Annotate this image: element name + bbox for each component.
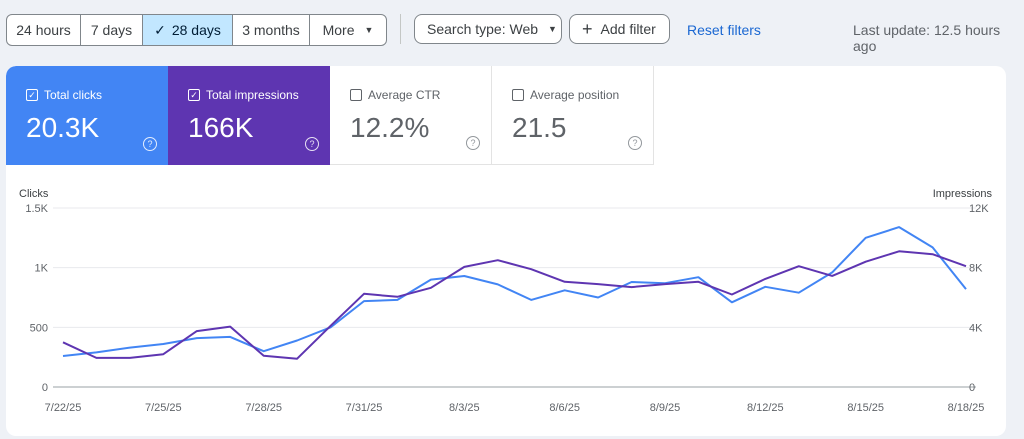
- add-filter-button[interactable]: + Add filter: [569, 14, 670, 44]
- clicks-series-line: [62, 226, 967, 357]
- metric-total-clicks[interactable]: ✓ Total clicks 20.3K ?: [6, 66, 168, 165]
- help-icon[interactable]: ?: [143, 137, 157, 151]
- x-axis-tick-label: 8/18/25: [948, 402, 985, 414]
- right-axis-tick-label: 4K: [969, 322, 983, 334]
- x-axis-tick-label: 7/31/25: [346, 402, 383, 414]
- right-axis-tick-label: 8K: [969, 263, 983, 275]
- reset-filters-link[interactable]: Reset filters: [687, 22, 761, 38]
- range-28-days-button[interactable]: ✓ 28 days: [143, 15, 233, 45]
- impressions-series-line: [62, 250, 967, 360]
- plus-icon: +: [582, 19, 593, 39]
- x-axis-tick-label: 8/12/25: [747, 402, 784, 414]
- metric-average-position[interactable]: Average position 21.5 ?: [492, 66, 654, 165]
- caret-down-icon: ▼: [548, 24, 557, 34]
- performance-card: ✓ Total clicks 20.3K ? ✓ Total impressions…: [6, 66, 1006, 436]
- caret-down-icon: ▼: [364, 25, 374, 35]
- metric-value: 166K: [188, 112, 254, 143]
- metric-total-impressions[interactable]: ✓ Total impressions 166K ?: [168, 66, 330, 165]
- range-7-days-button[interactable]: 7 days: [81, 15, 143, 45]
- left-axis-title: Clicks: [19, 188, 49, 200]
- check-icon: ✓: [154, 21, 166, 38]
- last-update-text: Last update: 12.5 hours ago: [853, 22, 1001, 54]
- help-icon[interactable]: ?: [305, 137, 319, 151]
- x-axis-tick-label: 7/28/25: [245, 402, 282, 414]
- right-axis-title: Impressions: [933, 188, 993, 200]
- metric-value: 12.2%: [350, 112, 430, 143]
- x-axis-tick-label: 7/22/25: [45, 402, 82, 414]
- metric-label: Average CTR: [368, 88, 441, 102]
- range-3-months-button[interactable]: 3 months: [233, 15, 310, 45]
- metric-value: 20.3K: [26, 112, 100, 143]
- right-axis-tick-label: 12K: [969, 203, 989, 215]
- search-type-dropdown[interactable]: Search type: Web ▼: [414, 14, 562, 44]
- metric-average-ctr[interactable]: Average CTR 12.2% ?: [330, 66, 492, 165]
- toolbar: 24 hours 7 days ✓ 28 days 3 months More ▼ …: [0, 0, 1024, 60]
- help-icon[interactable]: ?: [628, 136, 642, 150]
- checkbox-unchecked-icon[interactable]: [512, 89, 524, 101]
- right-axis-tick-label: 0: [969, 382, 975, 394]
- metric-label: Total clicks: [44, 88, 103, 102]
- left-axis-tick-label: 500: [30, 322, 48, 334]
- metric-value: 21.5: [512, 112, 567, 143]
- help-icon[interactable]: ?: [466, 136, 480, 150]
- x-axis-tick-label: 8/3/25: [449, 402, 480, 414]
- metric-label: Total impressions: [206, 88, 299, 102]
- checkbox-checked-icon[interactable]: ✓: [188, 89, 200, 101]
- x-axis-tick-label: 8/9/25: [650, 402, 681, 414]
- left-axis-tick-label: 1.5K: [25, 203, 48, 215]
- x-axis-tick-label: 8/15/25: [847, 402, 884, 414]
- left-axis-tick-label: 1K: [35, 263, 49, 275]
- metric-label: Average position: [530, 88, 620, 102]
- checkbox-checked-icon[interactable]: ✓: [26, 89, 38, 101]
- checkbox-unchecked-icon[interactable]: [350, 89, 362, 101]
- range-24-hours-button[interactable]: 24 hours: [7, 15, 81, 45]
- toolbar-divider: [400, 14, 401, 44]
- x-axis-tick-label: 7/25/25: [145, 402, 182, 414]
- left-axis-tick-label: 0: [42, 382, 48, 394]
- range-more-button[interactable]: More ▼: [322, 22, 374, 38]
- date-range-selector: 24 hours 7 days ✓ 28 days 3 months More ▼: [6, 14, 387, 46]
- performance-chart[interactable]: Clicks Impressions 1.5K 12K 1K 8K 500 4K 0 0 7/2…: [6, 66, 1006, 436]
- x-axis-tick-label: 8/6/25: [549, 402, 580, 414]
